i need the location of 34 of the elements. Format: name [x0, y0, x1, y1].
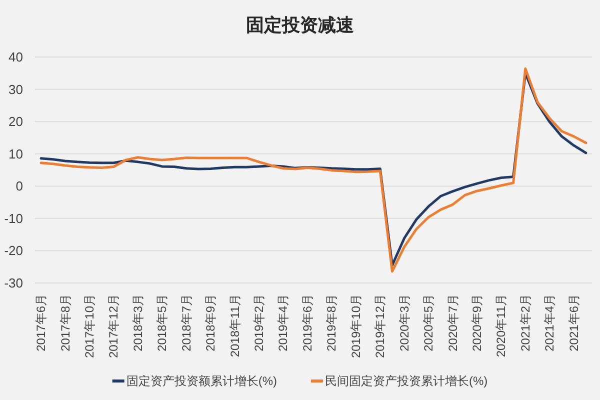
ytick: 10	[8, 146, 23, 162]
xtick: 2018年7月	[179, 294, 194, 352]
xtick: 2019年10月	[348, 294, 363, 358]
ytick: -10	[4, 210, 23, 226]
xtick: 2021年4月	[542, 294, 557, 352]
xtick: 2020年7月	[446, 294, 460, 352]
ytick: -20	[4, 243, 23, 258]
xtick: 2018年3月	[130, 294, 145, 352]
xtick: 2019年4月	[276, 294, 290, 352]
xtick: 2020年9月	[470, 294, 484, 352]
xtick: 2019年8月	[324, 294, 339, 352]
xtick: 2019年12月	[373, 294, 388, 358]
xtick: 2018年11月	[228, 294, 242, 358]
xtick: 2019年6月	[300, 294, 314, 352]
ytick: -30	[4, 276, 23, 290]
xtick: 2020年3月	[397, 294, 412, 352]
xtick: 2021年6月	[566, 294, 581, 352]
title: 固定投资减速	[246, 15, 354, 35]
ytick: 40	[8, 50, 23, 64]
xtick: 2018年5月	[155, 294, 170, 352]
legend-label: 民间固定资产投资累计增长(%)	[325, 374, 488, 388]
xtick: 2017年10月	[82, 294, 96, 358]
xtick: 2017年8月	[58, 294, 72, 352]
xtick: 2020年5月	[422, 294, 436, 352]
ytick: 20	[8, 114, 23, 130]
ytick: 30	[8, 82, 23, 97]
xtick: 2017年6月	[34, 294, 48, 352]
xtick: 2019年2月	[252, 294, 266, 352]
xtick: 2021年2月	[518, 294, 532, 352]
xtick: 2017年12月	[106, 294, 121, 358]
ytick: 0	[16, 178, 23, 194]
xtick: 2020年11月	[494, 294, 508, 358]
legend-label: 固定资产投资额累计增长(%)	[126, 374, 277, 388]
xtick: 2018年9月	[204, 294, 218, 352]
